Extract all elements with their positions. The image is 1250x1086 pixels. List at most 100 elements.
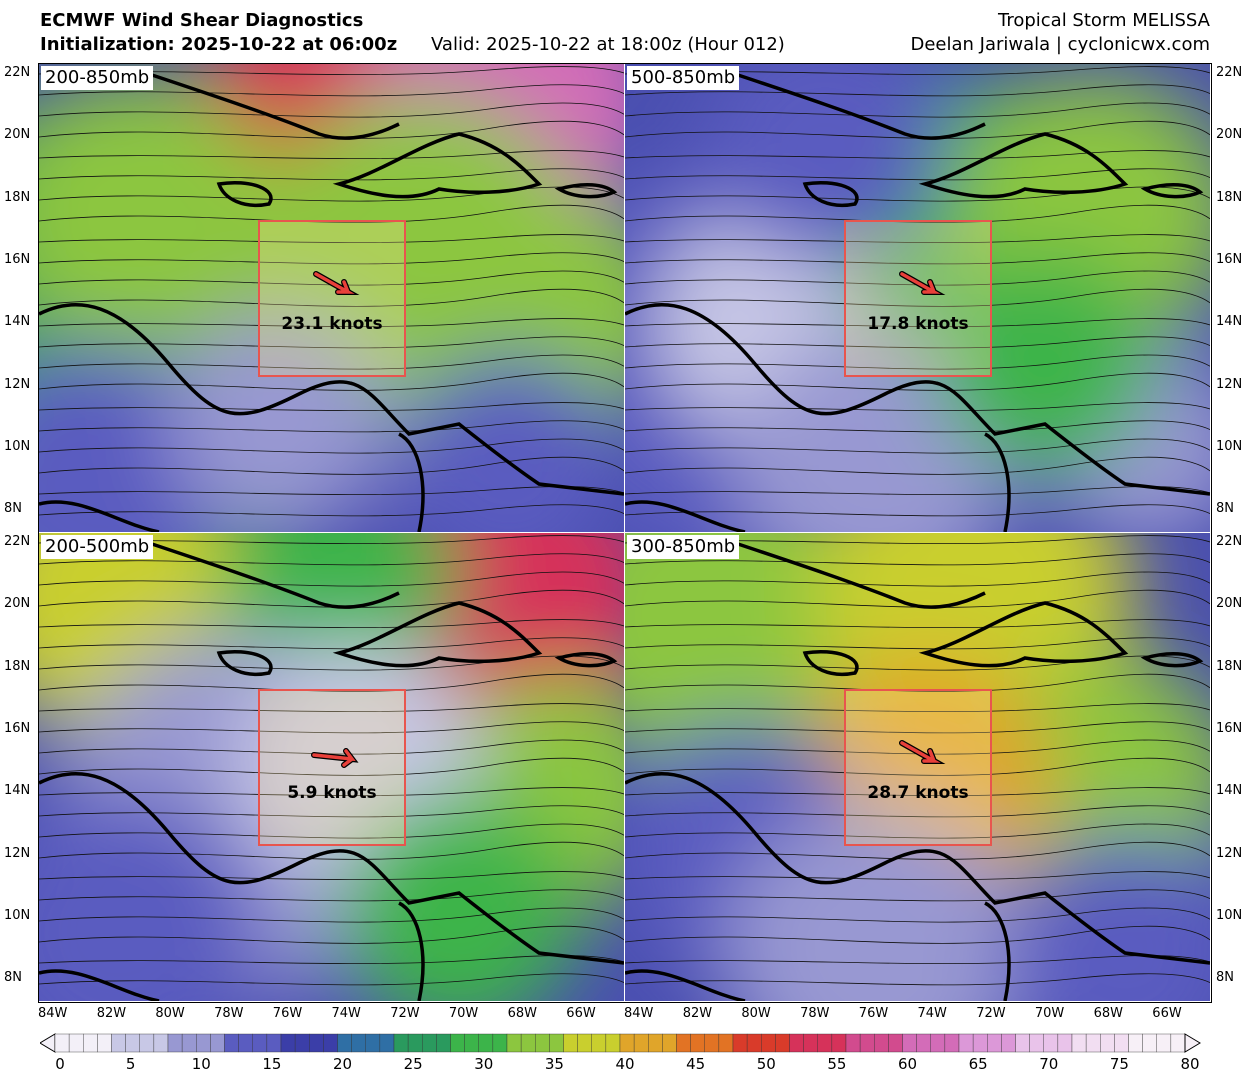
colorbar-segment <box>1057 1033 1073 1053</box>
coastline <box>39 969 160 1001</box>
panel-label: 500-850mb <box>627 66 740 90</box>
colorbar-segment <box>1170 1033 1186 1053</box>
colorbar-segment <box>210 1033 225 1053</box>
colorbar-segment <box>902 1033 917 1053</box>
colorbar-segment <box>309 1033 324 1053</box>
lat-tick-label: 18N <box>1216 189 1243 205</box>
lat-tick-label: 16N <box>1216 251 1243 267</box>
colorbar-tick-label: 75 <box>1109 1055 1129 1073</box>
coastline <box>734 72 986 140</box>
streamline <box>39 721 624 734</box>
colorbar-segment <box>506 1033 522 1053</box>
shear-arrow-icon <box>899 271 946 295</box>
streamline <box>625 703 1210 713</box>
streamline <box>625 739 1210 755</box>
panel-label: 300-850mb <box>627 535 740 559</box>
lat-tick-label: 10N <box>4 907 31 923</box>
streamline <box>39 925 624 944</box>
colorbar-segment <box>746 1033 762 1053</box>
colorbar-segment <box>1001 1033 1016 1053</box>
streamline <box>625 186 1210 202</box>
streamline <box>625 504 1210 517</box>
shear-arrow-icon <box>899 740 946 764</box>
lat-tick-label: 22N <box>4 534 31 549</box>
lat-tick-label: 12N <box>4 845 31 861</box>
colorbar-tick-label: 65 <box>968 1055 988 1073</box>
colorbar-segment <box>888 1033 903 1053</box>
colorbar-segment <box>1100 1033 1115 1053</box>
coastline <box>398 432 425 532</box>
colorbar-tick-label: 10 <box>191 1055 211 1073</box>
coastline <box>554 652 618 668</box>
panel-200-500mb: 5.9 knots 200-500mb <box>39 533 624 1001</box>
coastline <box>625 771 1210 965</box>
colorbar-segment <box>1015 1033 1030 1053</box>
lon-tick-label: 70W <box>448 1006 479 1021</box>
lat-tick-label: 8N <box>1216 970 1234 986</box>
colorbar-tick-label: 70 <box>1039 1055 1059 1073</box>
streamline <box>39 553 624 566</box>
streamline <box>625 288 1210 307</box>
streamline <box>625 438 1210 454</box>
colorbar-segment <box>619 1033 635 1053</box>
coastline <box>39 771 624 965</box>
colorbar-segment <box>789 1033 804 1053</box>
coastline <box>918 132 1129 199</box>
streamline <box>39 318 624 328</box>
coastline <box>148 72 400 140</box>
colorbar-tick-label: 45 <box>686 1055 706 1073</box>
panel-200-850mb: 23.1 knots 200-850mb <box>39 64 624 532</box>
colorbar-segment <box>944 1033 960 1053</box>
colorbar-segment <box>704 1033 720 1053</box>
streamline <box>625 535 1210 545</box>
shear-contour <box>39 74 279 354</box>
colorbar-segment <box>379 1033 395 1053</box>
streamline <box>625 925 1210 944</box>
streamline <box>625 553 1210 566</box>
panel-label: 200-500mb <box>41 535 154 559</box>
lat-tick-label: 8N <box>4 970 22 986</box>
colorbar-segment <box>464 1033 479 1053</box>
shear-field <box>625 533 1210 1001</box>
colorbar-segment <box>690 1033 705 1053</box>
colorbar-segment <box>294 1033 310 1053</box>
colorbar-tick-label: 80 <box>1180 1055 1200 1073</box>
shear-contour <box>705 64 945 264</box>
streamline <box>39 84 624 97</box>
coastline <box>216 181 273 207</box>
streamline <box>625 637 1210 650</box>
streamline <box>625 571 1210 587</box>
streamline <box>39 168 624 181</box>
coastline <box>734 541 986 609</box>
credit: Deelan Jariwala | cyclonicwx.com <box>910 34 1210 55</box>
streamline <box>625 372 1210 391</box>
colorbar-segment <box>393 1033 409 1053</box>
lat-tick-label: 10N <box>4 438 31 454</box>
colorbar-segment <box>549 1033 564 1053</box>
colorbar-segment <box>1043 1033 1059 1053</box>
coastline <box>398 901 425 1001</box>
streamline <box>39 757 624 776</box>
shear-contour <box>725 803 1025 1001</box>
streamline <box>625 120 1210 139</box>
lat-tick-label: 22N <box>1216 534 1243 549</box>
shear-value: 23.1 knots <box>281 314 383 334</box>
colorbar-tick-label: 40 <box>615 1055 635 1073</box>
streamline <box>625 907 1210 923</box>
coastline <box>625 302 1210 496</box>
streamline <box>39 841 624 860</box>
streamline <box>39 120 624 139</box>
colorbar-segment <box>1114 1033 1129 1053</box>
colorbar-segment <box>761 1033 776 1053</box>
lon-tick-label: 74W <box>917 1006 947 1021</box>
streamline <box>39 619 624 629</box>
lat-tick-label: 18N <box>1216 658 1243 674</box>
colorbar-segment <box>563 1033 578 1053</box>
streamline <box>625 102 1210 118</box>
colorbar-segment <box>831 1033 847 1053</box>
coastline <box>984 901 1011 1001</box>
streamline <box>39 186 624 202</box>
streamline <box>39 571 624 587</box>
colorbar-segment <box>591 1033 607 1053</box>
streamline <box>39 270 624 286</box>
